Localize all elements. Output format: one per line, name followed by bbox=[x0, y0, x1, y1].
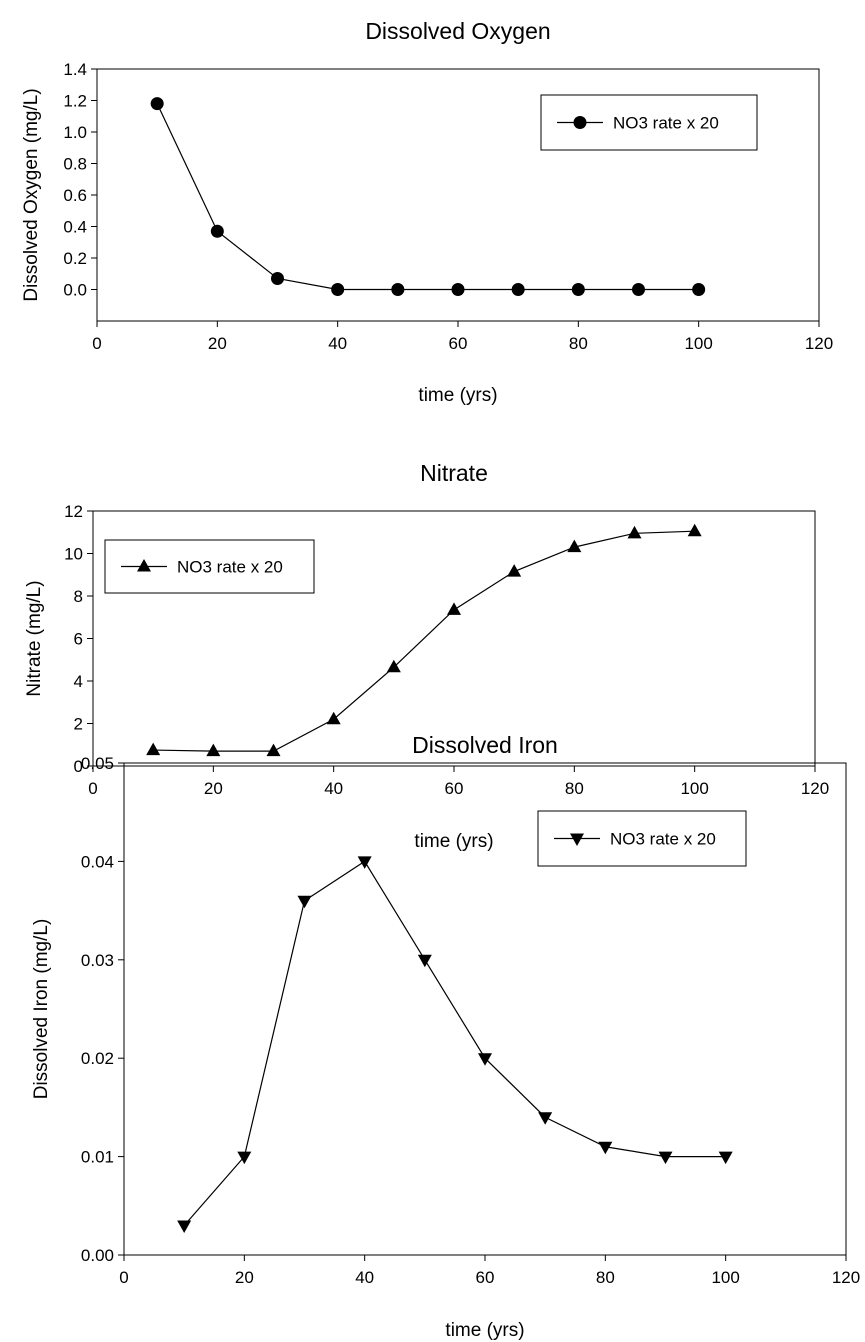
y-axis-label: Dissolved Iron (mg/L) bbox=[31, 919, 52, 1100]
y-tick-label: 0.01 bbox=[81, 1148, 114, 1167]
y-tick-label: 8 bbox=[74, 587, 83, 606]
chart-title: Nitrate bbox=[420, 460, 488, 486]
data-point bbox=[237, 1151, 252, 1165]
data-point bbox=[658, 1151, 673, 1165]
x-tick-label: 60 bbox=[449, 334, 468, 353]
y-tick-label: 0.0 bbox=[63, 281, 87, 300]
data-point bbox=[177, 1220, 192, 1233]
data-point bbox=[357, 856, 372, 869]
y-tick-label: 0.4 bbox=[63, 218, 87, 237]
data-point bbox=[331, 283, 345, 296]
data-point bbox=[451, 283, 465, 296]
y-axis-label: Nitrate (mg/L) bbox=[24, 580, 45, 696]
y-tick-label: 0.2 bbox=[63, 249, 87, 268]
chart-3: Dissolved Iron 0 20 40 60 80 100 120 0.00 0.01 0.0… bbox=[31, 732, 860, 1341]
data-point bbox=[571, 283, 585, 296]
x-tick-label: 80 bbox=[596, 1268, 615, 1287]
x-tick-label: 120 bbox=[805, 334, 833, 353]
data-point bbox=[538, 1112, 553, 1125]
legend-marker bbox=[570, 833, 584, 846]
data-point bbox=[687, 523, 702, 537]
data-point bbox=[718, 1151, 733, 1165]
y-tick-label: 6 bbox=[74, 630, 83, 649]
x-tick-label: 20 bbox=[235, 1268, 254, 1287]
y-tick-label: 0.03 bbox=[81, 951, 114, 970]
x-tick-label: 0 bbox=[119, 1268, 128, 1287]
chart-2: Nitrate 0 20 40 60 80 100 120 0 2 4 6 8 10 12 time (yrs… bbox=[24, 460, 829, 852]
series-line bbox=[183, 860, 726, 1226]
x-tick-label: 20 bbox=[204, 779, 223, 798]
y-axis-label: Dissolved Oxygen (mg/L) bbox=[21, 88, 42, 301]
x-tick-label: 60 bbox=[476, 1268, 495, 1287]
x-axis-label: time (yrs) bbox=[418, 385, 497, 406]
x-tick-label: 40 bbox=[355, 1268, 374, 1287]
x-tick-label: 40 bbox=[328, 334, 347, 353]
data-point bbox=[627, 525, 642, 539]
chart-title: Dissolved Oxygen bbox=[365, 18, 550, 44]
data-point bbox=[146, 742, 161, 756]
data-point bbox=[507, 564, 522, 577]
y-tick-label: 1.2 bbox=[63, 92, 87, 111]
data-point bbox=[326, 711, 341, 725]
x-tick-label: 100 bbox=[684, 334, 712, 353]
x-tick-label: 60 bbox=[445, 779, 464, 798]
legend: NO3 rate x 20 bbox=[104, 539, 315, 594]
legend-label: NO3 rate x 20 bbox=[177, 558, 283, 577]
legend-marker bbox=[573, 116, 587, 129]
chart-1: Dissolved Oxygen 0 20 40 60 80 100 120 0.0 0.2 0.4… bbox=[21, 18, 833, 406]
legend: NO3 rate x 20 bbox=[537, 810, 747, 867]
y-tick-label: 0.00 bbox=[81, 1246, 114, 1265]
x-tick-label: 0 bbox=[88, 779, 97, 798]
x-tick-label: 100 bbox=[680, 779, 708, 798]
data-point bbox=[210, 224, 224, 238]
x-tick-label: 120 bbox=[801, 779, 829, 798]
data-point bbox=[478, 1053, 492, 1066]
y-tick-label: 0.05 bbox=[81, 754, 114, 773]
y-tick-label: 1.4 bbox=[63, 60, 87, 79]
data-point bbox=[297, 895, 312, 909]
y-tick-label: 0.8 bbox=[63, 155, 87, 174]
chart-title: Dissolved Iron bbox=[412, 732, 558, 758]
x-axis-label: time (yrs) bbox=[414, 831, 493, 852]
x-axis-label: time (yrs) bbox=[445, 1320, 524, 1341]
legend-marker bbox=[137, 559, 151, 572]
y-tick-label: 0.04 bbox=[81, 852, 114, 871]
x-tick-label: 20 bbox=[208, 334, 227, 353]
x-tick-label: 100 bbox=[711, 1268, 739, 1287]
y-tick-label: 0 bbox=[74, 757, 83, 776]
x-tick-label: 80 bbox=[569, 334, 588, 353]
legend-label: NO3 rate x 20 bbox=[613, 114, 719, 133]
x-tick-label: 80 bbox=[565, 779, 584, 798]
data-point bbox=[150, 97, 164, 111]
x-tick-label: 120 bbox=[832, 1268, 860, 1287]
legend-label: NO3 rate x 20 bbox=[610, 830, 716, 849]
y-tick-label: 1.0 bbox=[63, 123, 87, 142]
y-tick-label: 10 bbox=[64, 545, 83, 564]
data-point bbox=[391, 283, 405, 296]
series-line bbox=[156, 103, 699, 291]
x-tick-label: 40 bbox=[324, 779, 343, 798]
x-tick-label: 0 bbox=[92, 334, 101, 353]
y-tick-label: 0.6 bbox=[63, 186, 87, 205]
y-tick-label: 2 bbox=[74, 715, 83, 734]
data-point bbox=[632, 283, 645, 296]
y-tick-label: 4 bbox=[74, 672, 83, 691]
data-point bbox=[206, 743, 221, 757]
data-point bbox=[266, 743, 281, 757]
legend: NO3 rate x 20 bbox=[540, 94, 758, 151]
data-point bbox=[271, 271, 284, 285]
data-point bbox=[386, 659, 401, 673]
data-point bbox=[692, 283, 706, 296]
data-point bbox=[598, 1141, 613, 1155]
data-point bbox=[511, 283, 525, 296]
data-point bbox=[567, 539, 582, 553]
y-tick-label: 0.02 bbox=[81, 1049, 114, 1068]
series-line bbox=[153, 530, 695, 752]
data-point bbox=[447, 602, 461, 615]
y-tick-label: 12 bbox=[64, 502, 83, 521]
data-point bbox=[417, 954, 432, 968]
